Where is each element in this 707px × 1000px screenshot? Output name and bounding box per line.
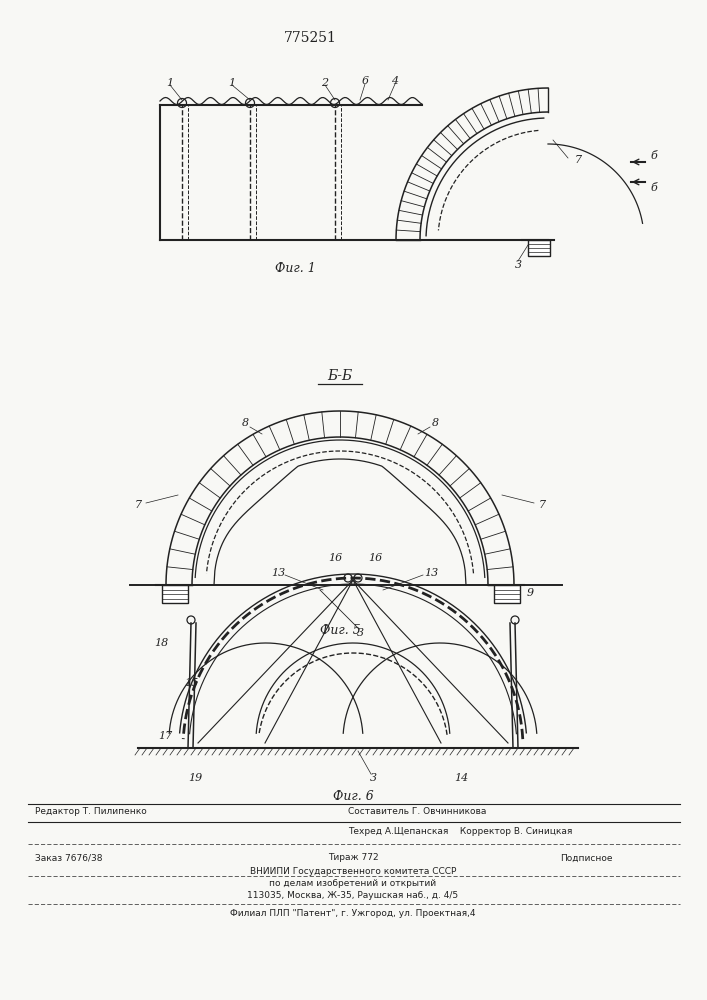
Text: Техред А.Щепанская    Корректор В. Синицкая: Техред А.Щепанская Корректор В. Синицкая xyxy=(348,828,573,836)
Text: 16: 16 xyxy=(328,553,342,563)
Text: Фиг. 1: Фиг. 1 xyxy=(274,261,315,274)
Text: Составитель Г. Овчинникова: Составитель Г. Овчинникова xyxy=(348,808,486,816)
Text: 15: 15 xyxy=(184,678,198,688)
Text: 14: 14 xyxy=(454,773,468,783)
Text: 1: 1 xyxy=(166,78,173,88)
Text: Б-Б: Б-Б xyxy=(327,369,353,383)
Text: б: б xyxy=(650,151,658,161)
Text: 13: 13 xyxy=(271,568,285,578)
Text: 19: 19 xyxy=(188,773,202,783)
Text: 113035, Москва, Ж-35, Раушская наб., д. 4/5: 113035, Москва, Ж-35, Раушская наб., д. … xyxy=(247,892,459,900)
Text: 3: 3 xyxy=(370,773,377,783)
Text: Редактор Т. Пилипенко: Редактор Т. Пилипенко xyxy=(35,808,147,816)
Text: 16: 16 xyxy=(368,553,382,563)
Text: 6: 6 xyxy=(361,76,368,86)
Text: 8: 8 xyxy=(241,418,249,428)
Text: 2: 2 xyxy=(322,78,329,88)
Text: ВНИИПИ Государственного комитета СССР: ВНИИПИ Государственного комитета СССР xyxy=(250,867,456,876)
Text: по делам изобретений и открытий: по делам изобретений и открытий xyxy=(269,880,436,888)
Bar xyxy=(162,585,188,603)
Text: 7: 7 xyxy=(134,500,141,510)
Text: Фиг. 5: Фиг. 5 xyxy=(320,624,361,637)
Text: Филиал ПЛП "Патент", г. Ужгород, ул. Проектная,4: Филиал ПЛП "Патент", г. Ужгород, ул. Про… xyxy=(230,910,476,918)
Text: 17: 17 xyxy=(158,731,172,741)
Text: 4: 4 xyxy=(392,76,399,86)
Text: 1: 1 xyxy=(228,78,235,88)
Text: 13: 13 xyxy=(424,568,438,578)
Bar xyxy=(494,585,520,603)
Text: Заказ 7676/38: Заказ 7676/38 xyxy=(35,854,103,862)
Text: 18: 18 xyxy=(154,638,168,648)
Text: 7: 7 xyxy=(574,155,582,165)
Text: Тираж 772: Тираж 772 xyxy=(327,854,378,862)
Text: 3: 3 xyxy=(515,260,522,270)
Text: 775251: 775251 xyxy=(284,31,337,45)
Text: 7: 7 xyxy=(539,500,546,510)
Text: Фиг. 6: Фиг. 6 xyxy=(332,790,373,802)
Text: 9: 9 xyxy=(527,588,534,598)
Bar xyxy=(528,240,550,256)
Text: Подписное: Подписное xyxy=(560,854,612,862)
Text: 3: 3 xyxy=(356,628,363,638)
Text: б: б xyxy=(650,183,658,193)
Text: 8: 8 xyxy=(431,418,438,428)
